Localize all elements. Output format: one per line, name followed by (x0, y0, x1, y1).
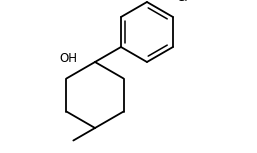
Text: Cl: Cl (176, 0, 188, 4)
Text: OH: OH (59, 52, 77, 65)
